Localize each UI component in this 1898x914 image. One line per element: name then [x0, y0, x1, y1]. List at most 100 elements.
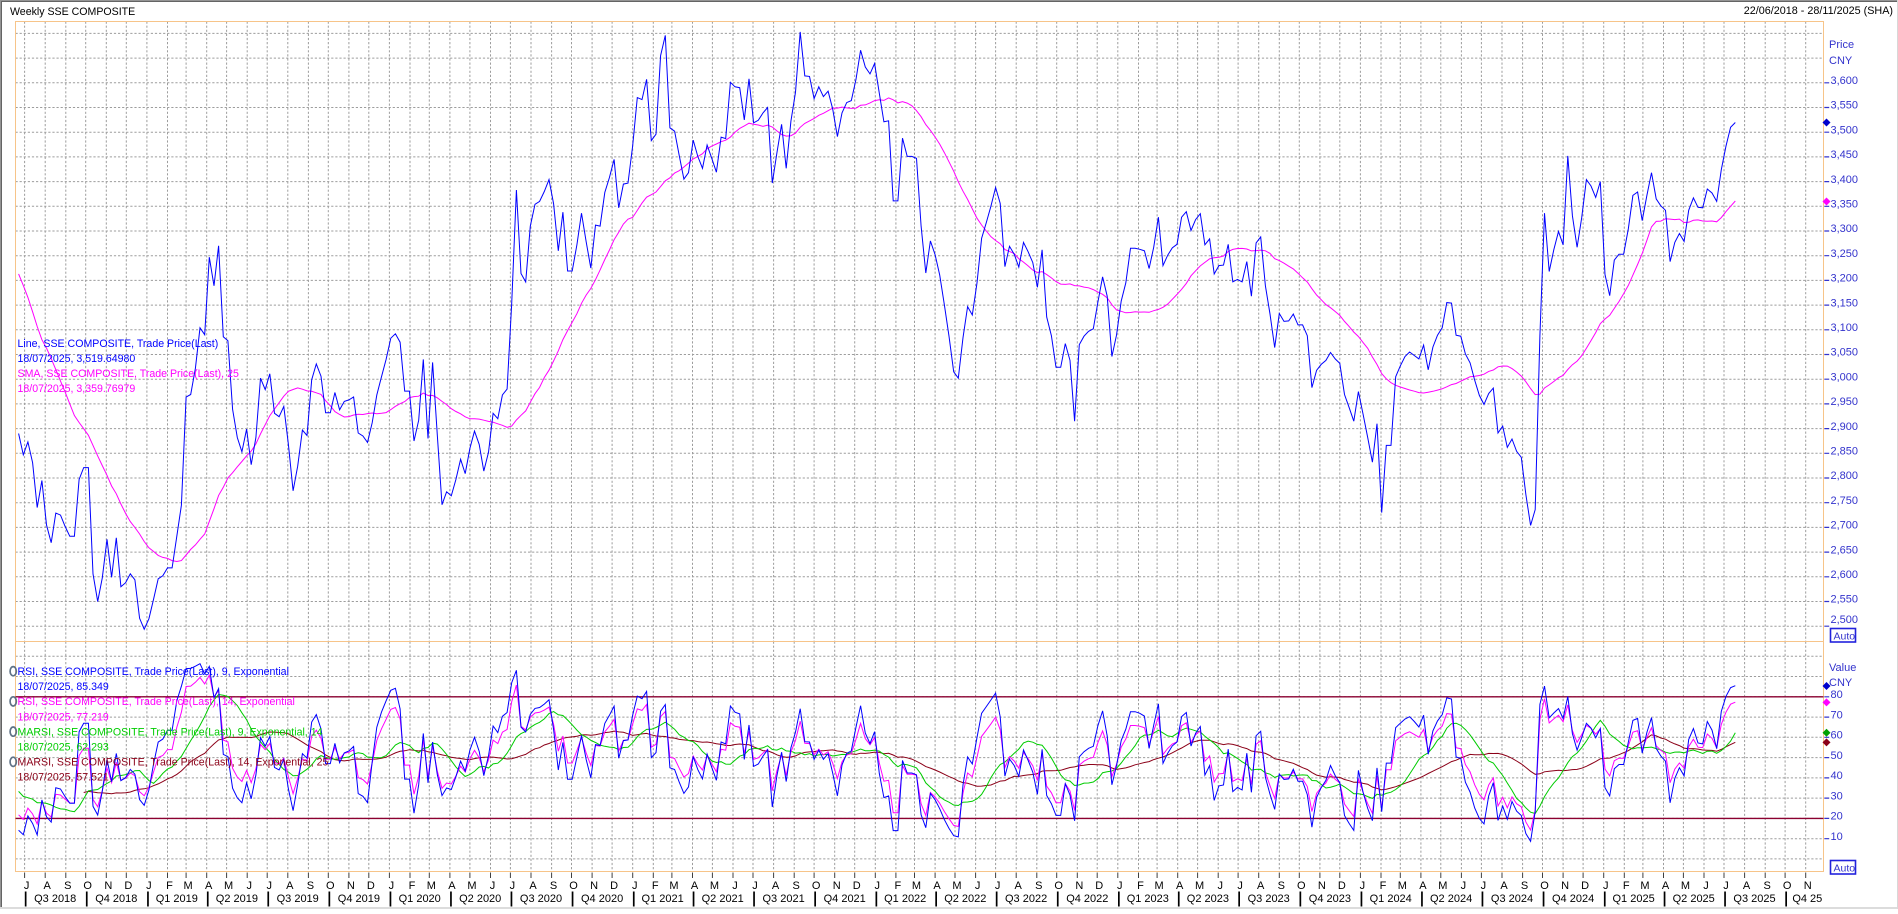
svg-text:Q2 2022: Q2 2022 — [944, 893, 986, 905]
svg-text:Q3 2025: Q3 2025 — [1733, 893, 1775, 905]
svg-text:M: M — [184, 880, 193, 892]
svg-text:22/06/2018 - 28/11/2025 (SHA): 22/06/2018 - 28/11/2025 (SHA) — [1744, 5, 1893, 17]
svg-text:J: J — [510, 880, 516, 892]
svg-text:Q4 2021: Q4 2021 — [824, 893, 866, 905]
svg-text:M: M — [224, 880, 233, 892]
svg-text:J: J — [1461, 880, 1467, 892]
svg-text:3,550: 3,550 — [1831, 100, 1859, 112]
svg-text:D: D — [1338, 880, 1346, 892]
svg-text:MARSI, SSE COMPOSITE, Trade Pr: MARSI, SSE COMPOSITE, Trade Price(Last),… — [18, 757, 329, 769]
svg-text:18/07/2025, 3,359.76979: 18/07/2025, 3,359.76979 — [18, 383, 136, 395]
svg-text:Q1 2024: Q1 2024 — [1370, 893, 1412, 905]
svg-text:Q2 2024: Q2 2024 — [1430, 893, 1472, 905]
svg-text:SMA, SSE COMPOSITE, Trade Pric: SMA, SSE COMPOSITE, Trade Price(Last), 2… — [18, 368, 239, 380]
svg-text:F: F — [1623, 880, 1630, 892]
svg-text:J: J — [752, 880, 758, 892]
svg-text:O: O — [1297, 880, 1306, 892]
svg-text:J: J — [1217, 880, 1223, 892]
svg-text:J: J — [246, 880, 252, 892]
svg-text:O: O — [569, 880, 578, 892]
svg-text:20: 20 — [1831, 811, 1843, 823]
svg-text:18/07/2025, 77.219: 18/07/2025, 77.219 — [18, 711, 109, 723]
svg-text:A: A — [448, 880, 456, 892]
svg-text:A: A — [1662, 880, 1670, 892]
svg-text:A: A — [1419, 880, 1427, 892]
svg-text:Value: Value — [1829, 662, 1856, 674]
svg-text:A: A — [691, 880, 699, 892]
svg-text:F: F — [895, 880, 902, 892]
svg-text:J: J — [875, 880, 881, 892]
svg-text:F: F — [1380, 880, 1387, 892]
svg-text:D: D — [1581, 880, 1589, 892]
svg-text:3,050: 3,050 — [1831, 347, 1859, 359]
svg-text:J: J — [1237, 880, 1243, 892]
svg-text:J: J — [389, 880, 395, 892]
svg-text:A: A — [1743, 880, 1751, 892]
svg-text:3,600: 3,600 — [1831, 75, 1859, 87]
svg-text:M: M — [1155, 880, 1164, 892]
svg-text:Q1 2022: Q1 2022 — [884, 893, 926, 905]
svg-text:Q1 2023: Q1 2023 — [1127, 893, 1169, 905]
svg-text:18/07/2025, 62.293: 18/07/2025, 62.293 — [18, 742, 109, 754]
svg-text:S: S — [793, 880, 800, 892]
svg-text:Auto: Auto — [1834, 862, 1856, 874]
svg-text:MARSI, SSE COMPOSITE, Trade Pr: MARSI, SSE COMPOSITE, Trade Price(Last),… — [18, 726, 323, 738]
svg-text:J: J — [995, 880, 1001, 892]
svg-text:Q2 2025: Q2 2025 — [1673, 893, 1715, 905]
svg-text:D: D — [853, 880, 861, 892]
svg-text:CNY: CNY — [1829, 677, 1853, 689]
svg-text:N: N — [347, 880, 355, 892]
svg-text:2,950: 2,950 — [1831, 396, 1859, 408]
svg-text:Q1 2025: Q1 2025 — [1612, 893, 1654, 905]
svg-text:Q4 2024: Q4 2024 — [1552, 893, 1594, 905]
svg-text:N: N — [1561, 880, 1569, 892]
svg-text:Q1 2020: Q1 2020 — [399, 893, 441, 905]
svg-text:S: S — [64, 880, 71, 892]
svg-text:M: M — [1195, 880, 1204, 892]
svg-text:A: A — [529, 880, 537, 892]
svg-text:3,450: 3,450 — [1831, 149, 1859, 161]
svg-text:J: J — [1603, 880, 1609, 892]
svg-text:70: 70 — [1831, 709, 1843, 721]
svg-text:O: O — [326, 880, 335, 892]
svg-text:Auto: Auto — [1834, 630, 1856, 642]
svg-text:F: F — [166, 880, 173, 892]
svg-text:M: M — [427, 880, 436, 892]
svg-text:Q3 2023: Q3 2023 — [1248, 893, 1290, 905]
svg-text:Price: Price — [1829, 39, 1854, 51]
svg-text:M: M — [912, 880, 921, 892]
svg-text:2,750: 2,750 — [1831, 495, 1859, 507]
svg-text:3,100: 3,100 — [1831, 322, 1859, 334]
svg-text:N: N — [104, 880, 112, 892]
svg-text:3,200: 3,200 — [1831, 273, 1859, 285]
svg-text:A: A — [1176, 880, 1184, 892]
svg-text:D: D — [1095, 880, 1103, 892]
svg-text:Q4 2018: Q4 2018 — [95, 893, 137, 905]
svg-text:18/07/2025, 3,519.64980: 18/07/2025, 3,519.64980 — [18, 353, 136, 365]
svg-text:D: D — [367, 880, 375, 892]
svg-text:S: S — [1035, 880, 1042, 892]
svg-text:18/07/2025, 57.521: 18/07/2025, 57.521 — [18, 772, 109, 784]
svg-text:F: F — [652, 880, 659, 892]
svg-text:Q4 2023: Q4 2023 — [1309, 893, 1351, 905]
svg-text:N: N — [833, 880, 841, 892]
svg-text:2,900: 2,900 — [1831, 421, 1859, 433]
svg-text:N: N — [1804, 880, 1812, 892]
svg-text:CNY: CNY — [1829, 55, 1853, 67]
svg-text:50: 50 — [1831, 750, 1843, 762]
svg-text:F: F — [1137, 880, 1144, 892]
svg-text:2,850: 2,850 — [1831, 446, 1859, 458]
svg-text:J: J — [266, 880, 272, 892]
svg-text:S: S — [1278, 880, 1285, 892]
svg-text:Q3 2024: Q3 2024 — [1491, 893, 1533, 905]
svg-text:3,000: 3,000 — [1831, 371, 1859, 383]
svg-text:M: M — [1681, 880, 1690, 892]
svg-text:A: A — [286, 880, 294, 892]
svg-text:J: J — [490, 880, 496, 892]
svg-text:M: M — [710, 880, 719, 892]
svg-text:Line, SSE COMPOSITE, Trade Pri: Line, SSE COMPOSITE, Trade Price(Last) — [18, 338, 219, 350]
svg-text:A: A — [205, 880, 213, 892]
svg-text:Q2 2020: Q2 2020 — [459, 893, 501, 905]
svg-text:N: N — [590, 880, 598, 892]
svg-text:A: A — [1257, 880, 1265, 892]
